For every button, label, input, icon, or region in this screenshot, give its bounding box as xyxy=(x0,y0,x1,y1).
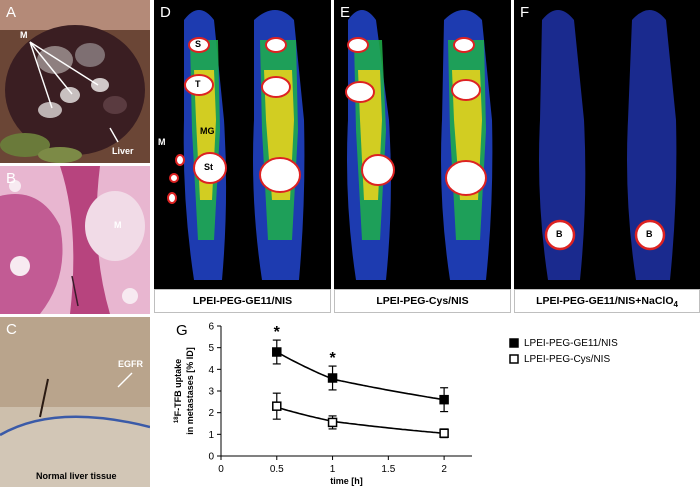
significance-marker: * xyxy=(329,350,336,367)
data-point-series-2 xyxy=(327,417,338,428)
y-tick-label: 6 xyxy=(208,322,214,333)
y-tick-label: 0 xyxy=(208,452,214,463)
panel-a-image xyxy=(0,0,150,163)
panel-d-t-label: T xyxy=(195,79,201,89)
panel-d-s-label: S xyxy=(195,39,202,49)
legend-marker-series-1 xyxy=(509,338,519,348)
panel-f-scan: F B B LPEI-PEG-GE11/NIS+NaClO4 xyxy=(514,0,700,313)
fit-curve-series-1 xyxy=(276,351,445,401)
panel-f-caption: LPEI-PEG-GE11/NIS+NaClO4 xyxy=(514,289,700,313)
panel-f-b-label-right: B xyxy=(646,229,653,239)
panel-f-image xyxy=(539,10,677,280)
x-tick-label: 1.5 xyxy=(381,464,395,475)
panel-g-chart: G 0 1 2 3 4 5 6 0 0.5 1 1.5 2 time [h] 18F-TFB uptake… xyxy=(154,316,700,487)
significance-marker: * xyxy=(274,324,281,341)
panel-b-histology: B M xyxy=(0,166,150,314)
x-tick-label: 0 xyxy=(218,464,224,475)
panel-e-label: E xyxy=(340,4,351,21)
panel-b-metastasis-label: M xyxy=(114,220,122,230)
fit-curve-series-2 xyxy=(276,406,445,435)
x-tick-label: 1 xyxy=(330,464,336,475)
y-axis-label-line1: F-TFB uptake xyxy=(173,359,183,417)
y-axis-label: 18F-TFB uptake xyxy=(173,359,183,423)
x-tick-label: 0.5 xyxy=(270,464,284,475)
y-axis-label-superscript: 18 xyxy=(174,416,180,423)
y-tick-label: 2 xyxy=(208,408,214,419)
panel-d-caption: LPEI-PEG-GE11/NIS xyxy=(154,289,331,313)
panel-c-label: C xyxy=(6,321,17,338)
data-point-series-1 xyxy=(272,347,282,357)
panel-d-label: D xyxy=(160,4,171,21)
panel-d-image xyxy=(167,10,305,280)
data-point-series-2 xyxy=(439,428,449,438)
data-point-series-2 xyxy=(272,401,282,411)
chart-svg: 0 1 2 3 4 5 6 0 0.5 1 1.5 2 time [h] 18F-TFB uptake in… xyxy=(173,322,618,487)
panel-a-label: A xyxy=(6,4,17,21)
panel-d-mg-label: MG xyxy=(200,126,215,136)
panel-d-m-label: M xyxy=(158,137,166,147)
panel-f-caption-subscript: 4 xyxy=(673,300,678,310)
panel-c-ihc: C EGFR Normal liver tissue xyxy=(0,317,150,487)
legend-marker-series-2 xyxy=(509,354,519,364)
y-axis-label-line2: in metastases [% ID] xyxy=(185,347,195,435)
data-point-series-1 xyxy=(327,373,338,383)
panel-e-image xyxy=(345,10,493,280)
panel-e-caption: LPEI-PEG-Cys/NIS xyxy=(334,289,511,313)
panel-c-normal-liver-label: Normal liver tissue xyxy=(36,471,117,481)
y-tick-label: 5 xyxy=(208,343,214,354)
panel-f-label: F xyxy=(520,4,530,21)
panel-f-caption-text: LPEI-PEG-GE11/NIS+NaClO xyxy=(536,295,674,307)
panel-f-b-label-left: B xyxy=(556,229,563,239)
panel-b-image xyxy=(0,166,150,314)
y-tick-label: 1 xyxy=(208,430,214,441)
panel-c-image xyxy=(0,317,150,487)
panel-d-scan: D S T MG St M LPEI-PEG-GE11/NIS xyxy=(154,0,331,313)
panel-e-scan: E LPEI-PEG-Cys/NIS xyxy=(334,0,511,313)
panel-a-metastasis-label: M xyxy=(20,30,28,40)
data-point-series-1 xyxy=(439,394,449,405)
x-axis-label: time [h] xyxy=(330,476,363,486)
panel-a-photo: A M Liver xyxy=(0,0,150,163)
legend-label-series-1: LPEI-PEG-GE11/NIS xyxy=(524,338,618,349)
y-tick-label: 3 xyxy=(208,387,214,398)
panel-g-label: G xyxy=(176,322,188,339)
panel-c-egfr-label: EGFR xyxy=(118,359,144,369)
x-tick-label: 2 xyxy=(441,464,447,475)
panel-a-liver-label: Liver xyxy=(112,146,134,156)
panel-b-label: B xyxy=(6,170,17,187)
legend-label-series-2: LPEI-PEG-Cys/NIS xyxy=(524,354,610,365)
panel-d-st-label: St xyxy=(204,162,213,172)
y-tick-label: 4 xyxy=(208,365,214,376)
